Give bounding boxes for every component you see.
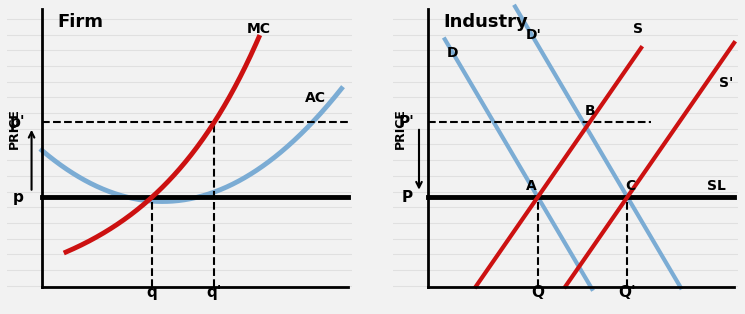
Text: QUANTITY: QUANTITY (171, 313, 243, 314)
Text: S': S' (719, 76, 733, 90)
Text: q: q (147, 285, 157, 300)
Text: Q': Q' (618, 285, 636, 300)
Text: AC: AC (305, 90, 326, 105)
Text: A: A (526, 179, 536, 192)
Text: QUANTITY: QUANTITY (557, 313, 629, 314)
Text: C: C (626, 179, 636, 192)
Text: Q: Q (531, 285, 545, 300)
Text: p': p' (10, 115, 25, 130)
Text: SL: SL (706, 179, 726, 192)
Text: B: B (585, 104, 596, 118)
Text: P: P (402, 190, 413, 204)
Text: PRICE: PRICE (393, 108, 407, 149)
Text: Firm: Firm (57, 13, 104, 31)
Text: PRICE: PRICE (8, 108, 21, 149)
Text: D: D (446, 46, 458, 60)
Text: Industry: Industry (443, 13, 528, 31)
Text: p: p (13, 190, 23, 204)
Text: D': D' (526, 28, 542, 42)
Text: P': P' (399, 115, 415, 130)
Text: S: S (633, 22, 642, 36)
Text: q': q' (206, 285, 222, 300)
Text: MC: MC (247, 22, 270, 36)
